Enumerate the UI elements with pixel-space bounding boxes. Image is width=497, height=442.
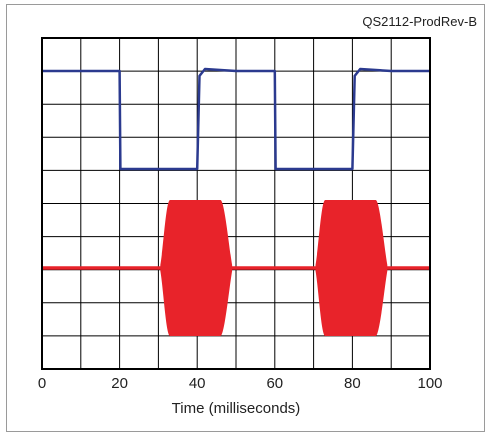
traces [42,67,430,336]
x-tick-label: 100 [417,375,442,392]
digital-signal-line [42,67,430,171]
plot-border [41,37,431,370]
x-tick-label: 20 [111,375,128,392]
figure-id-label: QS2112-ProdRev-B [362,14,477,29]
x-tick-label: 60 [266,375,283,392]
analog-burst-1 [160,200,233,336]
figure-frame [6,4,485,432]
x-tick-label: 0 [38,375,46,392]
x-axis-label: Time (milliseconds) [172,400,301,417]
x-tick-labels: 0 20 40 60 80 100 [38,375,443,392]
x-tick-label: 80 [344,375,361,392]
x-tick-label: 40 [189,375,206,392]
analog-burst-2 [315,200,388,336]
